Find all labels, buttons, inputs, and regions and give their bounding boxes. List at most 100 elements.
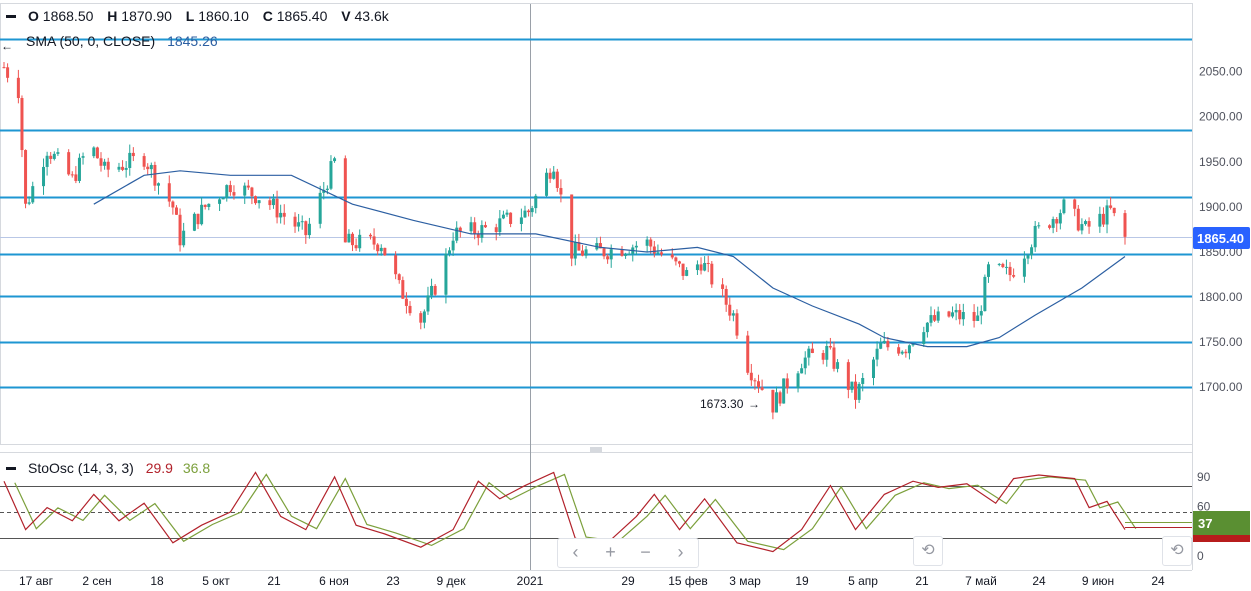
candle-body (473, 222, 477, 235)
candle-body (634, 245, 638, 248)
candle-body (1048, 225, 1052, 228)
candle-body (649, 239, 653, 247)
candle-body (149, 164, 153, 170)
candle-body (476, 234, 480, 238)
stoch-k-line (3, 471, 1126, 553)
candle-body (81, 156, 85, 158)
candle-body (31, 186, 35, 203)
candle-body (925, 322, 929, 333)
candle-body (602, 248, 606, 257)
candle-body (951, 312, 955, 317)
sma-value: 1845.26 (167, 33, 218, 49)
candle-body (624, 254, 628, 256)
candle-body (74, 174, 78, 181)
candle-body (300, 221, 304, 223)
candle-body (796, 373, 800, 389)
volume-value: 43.6k (354, 8, 389, 24)
candle-body (782, 378, 786, 404)
candle-body (422, 311, 426, 323)
low-value: 1860.10 (198, 8, 249, 24)
reset-icon: ⟲ (921, 542, 935, 559)
candle-body (1098, 213, 1102, 227)
candle-body (196, 213, 200, 225)
price-tick-label: 1950.00 (1199, 155, 1243, 169)
low-key: L (185, 8, 195, 24)
candle-body (609, 249, 613, 260)
candle-body (929, 315, 933, 323)
candle-body (182, 230, 186, 246)
candle-body (882, 340, 886, 343)
candle-body (271, 198, 275, 206)
sma-legend[interactable]: SMA (50, 0, CLOSE) 1845.26 (26, 33, 218, 49)
reset-scale-button[interactable]: ⟲ (1162, 536, 1192, 566)
zoom-in-button[interactable]: + (605, 542, 616, 562)
candle-body (1062, 199, 1066, 214)
candle-body (753, 380, 757, 382)
candle-body (570, 194, 574, 259)
candle-body (724, 288, 728, 305)
reset-chart-button[interactable]: ⟲ (913, 536, 943, 566)
time-tick-label: 9 дек (437, 574, 467, 588)
candle-body (1030, 247, 1034, 256)
candle-body (404, 298, 408, 306)
candle-body (142, 156, 146, 167)
candle-body (746, 335, 750, 373)
candle-body (178, 214, 182, 246)
candle-body (836, 362, 840, 369)
candle-body (1087, 221, 1091, 227)
chart-navigation-bar: ‹ + − › (557, 538, 699, 568)
candle-body (347, 233, 351, 243)
collapse-osc-legend-icon[interactable] (6, 467, 16, 470)
candle-body (455, 227, 459, 241)
candle-body (871, 359, 875, 379)
candle-body (171, 201, 175, 208)
stoch-label: StoOsc (14, 3, 3) (28, 460, 134, 476)
candle-body (706, 262, 710, 264)
time-tick-label: 2021 (517, 574, 544, 588)
price-tick-label: 1750.00 (1199, 335, 1243, 349)
zoom-out-button[interactable]: − (640, 542, 651, 562)
candle-body (372, 236, 376, 245)
time-tick-label: 19 (795, 574, 809, 588)
collapse-legend-icon[interactable] (6, 15, 16, 18)
candle-body (246, 185, 250, 188)
candle-body (828, 346, 832, 348)
pane-resize-handle[interactable] (590, 447, 602, 453)
candle-body (774, 392, 778, 413)
candle-body (699, 264, 703, 271)
candle-body (1004, 266, 1008, 268)
candle-body (128, 152, 132, 168)
candle-body (803, 357, 807, 369)
candle-body (243, 185, 247, 196)
candle-body (103, 161, 107, 166)
candle-body (469, 222, 473, 232)
candle-body (203, 204, 207, 207)
candle-body (670, 254, 674, 258)
price-tick-label: 2000.00 (1199, 110, 1243, 124)
candle-body (1112, 207, 1116, 214)
candle-body (458, 227, 462, 232)
candle-body (897, 347, 901, 354)
stoch-d-value: 36.8 (182, 460, 211, 476)
candle-body (174, 207, 178, 215)
candle-body (67, 152, 71, 175)
candle-body (785, 378, 789, 389)
candle-body (95, 147, 99, 159)
candle-body (99, 158, 103, 166)
candle-body (660, 252, 664, 255)
candle-body (304, 221, 308, 236)
stoch-legend[interactable]: StoOsc (14, 3, 3) 29.9 36.8 (28, 460, 210, 476)
candle-body (1051, 219, 1055, 228)
candle-body (297, 222, 301, 227)
candle-body (228, 185, 232, 193)
candle-body (645, 239, 649, 246)
candle-body (527, 210, 531, 213)
candle-body (685, 270, 689, 276)
candle-body (1073, 199, 1077, 209)
candle-body (1022, 258, 1026, 277)
candle-body (922, 332, 926, 345)
scroll-right-button[interactable]: › (677, 542, 684, 562)
scroll-left-button[interactable]: ‹ (572, 542, 579, 562)
candle-body (117, 166, 121, 170)
